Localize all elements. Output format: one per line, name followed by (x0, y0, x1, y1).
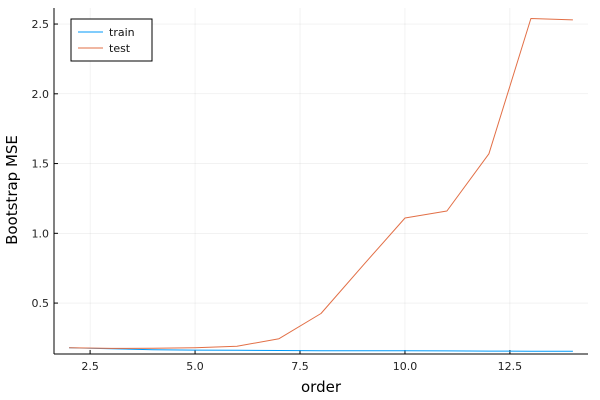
y-axis-label: Bootstrap MSE (3, 135, 21, 245)
x-tick-label: 10.0 (393, 360, 418, 373)
x-axis-label: order (301, 378, 342, 396)
axes-frame (53, 8, 588, 355)
legend: train test (70, 18, 153, 62)
x-tick-label: 5.0 (186, 360, 204, 373)
x-tick-label: 2.5 (81, 360, 99, 373)
series-lines (69, 18, 573, 352)
y-tick-label: 0.5 (32, 297, 50, 310)
y-tick-label: 1.0 (32, 227, 50, 240)
y-tick-label: 2.5 (32, 18, 50, 31)
series-line-train (69, 347, 573, 352)
y-tick-label: 2.0 (32, 88, 50, 101)
x-tick-label: 7.5 (291, 360, 309, 373)
series-line-test (69, 18, 573, 349)
y-tick-label: 1.5 (32, 158, 50, 171)
y-axis-ticks: 0.5 1.0 1.5 2.0 2.5 (32, 18, 58, 310)
x-axis-ticks: 2.5 5.0 7.5 10.0 12.5 (81, 350, 522, 373)
legend-label-test: test (109, 42, 131, 55)
legend-label-train: train (109, 26, 135, 39)
legend-box (70, 18, 153, 62)
grid-lines (54, 8, 588, 354)
x-tick-label: 12.5 (498, 360, 523, 373)
